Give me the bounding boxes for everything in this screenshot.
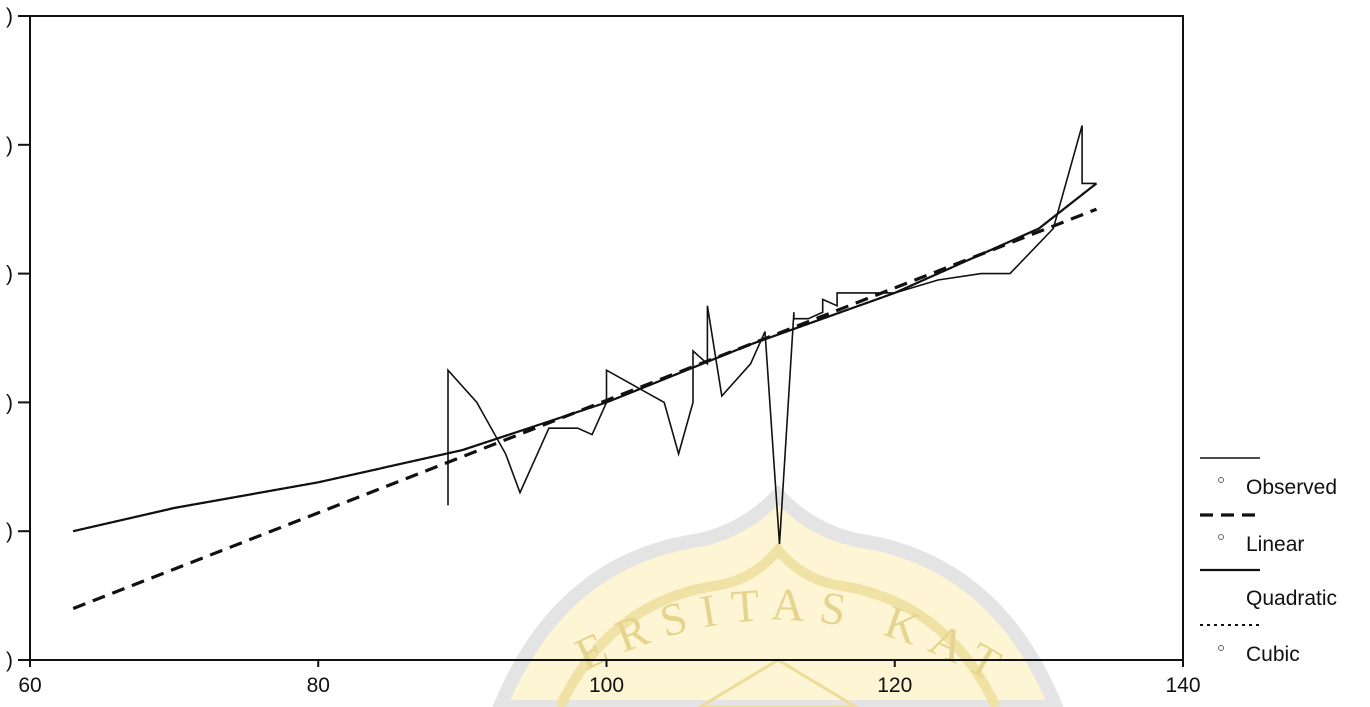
y-tick-label-1: ) — [6, 520, 13, 543]
legend-label-linear: Linear — [1246, 533, 1304, 556]
legend-marker-cubic — [1218, 645, 1224, 651]
y-tick-label-3: ) — [6, 263, 13, 286]
university-seal-watermark: ERSITAS KAT — [492, 484, 1064, 707]
seal-emblem — [697, 658, 859, 707]
legend: Observed Linear Quadratic Cubic — [1200, 457, 1337, 666]
x-tick-label-100: 100 — [589, 674, 624, 697]
legend-label-cubic: Cubic — [1246, 643, 1300, 666]
legend-label-quadratic: Quadratic — [1246, 587, 1337, 610]
series-line-observed — [447, 125, 1097, 545]
plot-frame — [29, 15, 1184, 661]
seal-inner-ring — [555, 542, 1001, 707]
x-tick-label-60: 60 — [18, 674, 41, 697]
y-tick-label-0: ) — [6, 649, 13, 672]
x-tick-label-80: 80 — [307, 674, 330, 697]
legend-marker-linear — [1218, 534, 1224, 540]
plot-series — [72, 125, 1098, 610]
plot-axes: 60 80 100 120 140)))))) — [6, 5, 1201, 697]
legend-label-observed: Observed — [1246, 476, 1337, 499]
y-tick-label-5: ) — [6, 5, 13, 28]
x-tick-label-140: 140 — [1165, 674, 1200, 697]
series-line-cubic — [72, 182, 1098, 533]
seal-outer-ring — [492, 484, 1064, 707]
x-tick-label-120: 120 — [877, 674, 912, 697]
series-line-quadratic — [72, 182, 1098, 533]
legend-marker-observed — [1218, 477, 1224, 483]
y-tick-label-2: ) — [6, 391, 13, 414]
y-tick-label-4: ) — [6, 134, 13, 157]
